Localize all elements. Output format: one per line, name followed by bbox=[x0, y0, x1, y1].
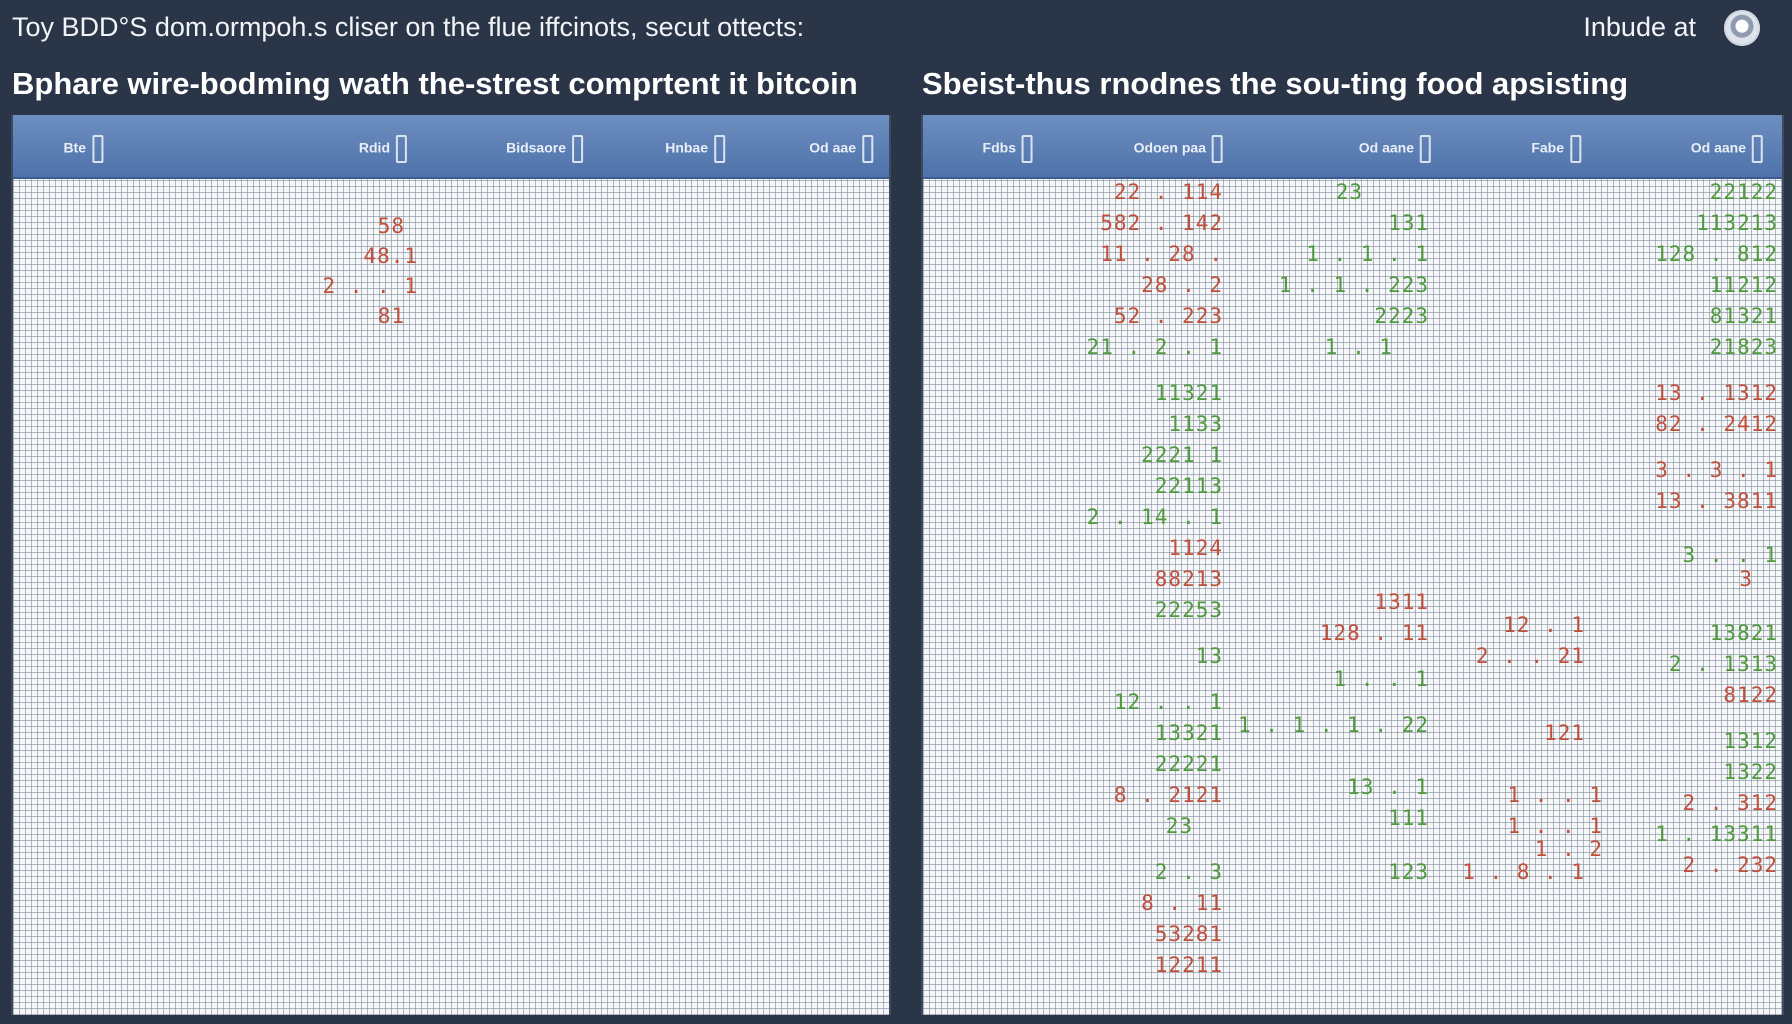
grid-cell-value: 128 . 11 bbox=[1319, 621, 1429, 645]
grid-cell-value: 22221 bbox=[1154, 752, 1223, 776]
right-panel-title: Sbeist-thus rnodnes the sou-ting food ap… bbox=[922, 66, 1629, 101]
grid-cell-value: 11321 bbox=[1154, 381, 1223, 405]
grid-cell-value: 12 . 1 bbox=[1503, 613, 1585, 637]
grid-cell-value: 88213 bbox=[1154, 567, 1223, 591]
grid-cell-value: 81 bbox=[377, 304, 405, 328]
grid-cell-value: 12 . . 1 bbox=[1113, 690, 1223, 714]
grid-cell-value: 58 bbox=[377, 214, 405, 238]
column-header[interactable]: Hnbae bbox=[665, 135, 725, 163]
grid-cell-value: 1 . 1 . 1 bbox=[1306, 242, 1429, 266]
grid-cell-value: 3 . . 1 bbox=[1682, 543, 1778, 567]
include-at-label[interactable]: Inbude at bbox=[1583, 12, 1696, 42]
grid-cell-value: 123 bbox=[1388, 860, 1429, 884]
grid-cell-value: 13 . 1312 bbox=[1655, 381, 1778, 405]
grid-cell-value: 1312 bbox=[1723, 729, 1778, 753]
grid-cell-value: 1311 bbox=[1374, 590, 1429, 614]
grid-cell-value: 13 bbox=[1195, 644, 1223, 668]
grid-cell-value: 121 bbox=[1544, 721, 1585, 745]
grid-cell-value: 23 bbox=[1335, 180, 1363, 204]
grid-cell-value: 1 . . 1 bbox=[1507, 814, 1603, 838]
grid-cell-value: 13 . 3811 bbox=[1655, 489, 1778, 513]
grid-cell-value: 13 . 1 bbox=[1347, 775, 1429, 799]
column-header[interactable]: Bte bbox=[63, 135, 103, 163]
column-header[interactable]: Bidsaore bbox=[506, 135, 583, 163]
column-header[interactable]: Od aane bbox=[1359, 135, 1431, 163]
grid-cell-value: 8 . 2121 bbox=[1113, 783, 1223, 807]
grid-cell-value: 53281 bbox=[1154, 922, 1223, 946]
column-header[interactable]: Od aae bbox=[809, 135, 873, 163]
right-grid-header: Fdbs Odoen paa Od aane Fabe Od aane bbox=[923, 115, 1782, 179]
column-header[interactable]: Odoen paa bbox=[1134, 135, 1223, 163]
grid-cell-value: 1 . 2 bbox=[1534, 837, 1603, 861]
grid-cell-value: 3 . 3 . 1 bbox=[1655, 458, 1778, 482]
grid-cell-value: 2 . 3 bbox=[1154, 860, 1223, 884]
grid-cell-value: 1124 bbox=[1168, 536, 1223, 560]
left-data-grid[interactable]: Bte Rdid Bidsaore Hnbae Od aae 58 48.1 2… bbox=[11, 115, 891, 1015]
grid-cell-value: 1 . 13311 bbox=[1655, 822, 1778, 846]
avatar-icon[interactable] bbox=[1724, 10, 1760, 46]
grid-cell-value: 52 . 223 bbox=[1113, 304, 1223, 328]
grid-cell-value: 21823 bbox=[1709, 335, 1778, 359]
grid-cell-value: 8 . 11 bbox=[1141, 891, 1223, 915]
grid-cell-value: 1 . 1 . 223 bbox=[1278, 273, 1429, 297]
grid-cell-value: 22113 bbox=[1154, 474, 1223, 498]
grid-cell-value: 13821 bbox=[1709, 621, 1778, 645]
top-bar: Toy BDD°S dom.ormpoh.s cliser on the flu… bbox=[0, 0, 1792, 58]
column-header[interactable]: Od aane bbox=[1691, 135, 1763, 163]
left-panel-title: Bphare wire-bodming wath the-strest comp… bbox=[12, 66, 858, 101]
grid-cell-value: 11212 bbox=[1709, 273, 1778, 297]
grid-cell-value: 2 . 1313 bbox=[1668, 652, 1778, 676]
grid-cell-value: 2 . . 21 bbox=[1475, 644, 1585, 668]
grid-cell-value: 8122 bbox=[1723, 683, 1778, 707]
grid-cell-value: 111 bbox=[1388, 806, 1429, 830]
grid-cell-value: 28 . 2 bbox=[1141, 273, 1223, 297]
right-data-grid[interactable]: Fdbs Odoen paa Od aane Fabe Od aane 22 .… bbox=[921, 115, 1784, 1015]
grid-cell-value: 1 . 1 bbox=[1324, 335, 1393, 359]
grid-cell-value: 23 bbox=[1165, 814, 1193, 838]
grid-cell-value: 22122 bbox=[1709, 180, 1778, 204]
grid-cell-value: 1133 bbox=[1168, 412, 1223, 436]
grid-cell-value: 1 . . 1 bbox=[1333, 667, 1429, 691]
grid-cell-value: 48.1 bbox=[363, 244, 418, 268]
grid-cell-value: 2223 bbox=[1374, 304, 1429, 328]
grid-cell-value: 1 . 8 . 1 bbox=[1462, 860, 1585, 884]
column-header[interactable]: Fabe bbox=[1531, 135, 1581, 163]
grid-cell-value: 131 bbox=[1388, 211, 1429, 235]
column-header[interactable]: Fdbs bbox=[983, 135, 1033, 163]
grid-cell-value: 2 . . 1 bbox=[322, 274, 418, 298]
left-grid-header: Bte Rdid Bidsaore Hnbae Od aae bbox=[13, 115, 889, 179]
grid-cell-value: 13321 bbox=[1154, 721, 1223, 745]
grid-cell-value: 21 . 2 . 1 bbox=[1086, 335, 1223, 359]
grid-cell-value: 3 bbox=[1739, 567, 1753, 591]
grid-cell-value: 1 . . 1 bbox=[1507, 783, 1603, 807]
grid-cell-value: 582 . 142 bbox=[1100, 211, 1223, 235]
grid-cell-value: 2 . 232 bbox=[1682, 853, 1778, 877]
grid-cell-value: 81321 bbox=[1709, 304, 1778, 328]
grid-cell-value: 2 . 14 . 1 bbox=[1086, 505, 1223, 529]
grid-cell-value: 12211 bbox=[1154, 953, 1223, 977]
window-title: Toy BDD°S dom.ormpoh.s cliser on the flu… bbox=[12, 12, 805, 42]
grid-cell-value: 1 . 1 . 1 . 22 bbox=[1237, 713, 1429, 737]
grid-cell-value: 22 . 114 bbox=[1113, 180, 1223, 204]
grid-cell-value: 113213 bbox=[1696, 211, 1778, 235]
grid-cell-value: 22253 bbox=[1154, 598, 1223, 622]
grid-cell-value: 2221 1 bbox=[1141, 443, 1223, 467]
column-header[interactable]: Rdid bbox=[359, 135, 407, 163]
grid-cell-value: 1322 bbox=[1723, 760, 1778, 784]
grid-cell-value: 2 . 312 bbox=[1682, 791, 1778, 815]
grid-cell-value: 82 . 2412 bbox=[1655, 412, 1778, 436]
grid-cell-value: 11 . 28 . bbox=[1100, 242, 1223, 266]
grid-cell-value: 128 . 812 bbox=[1655, 242, 1778, 266]
